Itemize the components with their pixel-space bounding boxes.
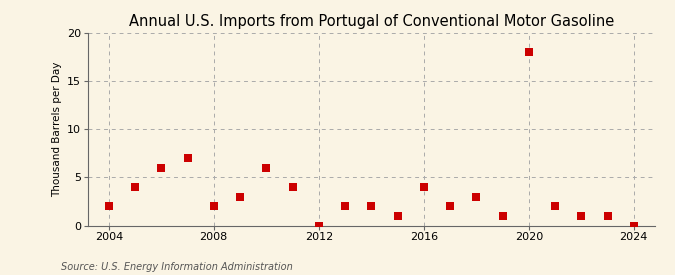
Point [523,50,534,54]
Point [261,166,271,170]
Point [418,185,429,189]
Point [497,214,508,218]
Point [602,214,613,218]
Point [156,166,167,170]
Point [445,204,456,208]
Point [340,204,350,208]
Point [313,223,324,228]
Point [628,223,639,228]
Point [103,204,114,208]
Point [576,214,587,218]
Point [130,185,140,189]
Point [235,194,246,199]
Y-axis label: Thousand Barrels per Day: Thousand Barrels per Day [53,62,63,197]
Point [182,156,193,160]
Point [392,214,403,218]
Point [287,185,298,189]
Point [549,204,560,208]
Point [471,194,482,199]
Title: Annual U.S. Imports from Portugal of Conventional Motor Gasoline: Annual U.S. Imports from Portugal of Con… [129,14,614,29]
Text: Source: U.S. Energy Information Administration: Source: U.S. Energy Information Administ… [61,262,292,272]
Point [209,204,219,208]
Point [366,204,377,208]
